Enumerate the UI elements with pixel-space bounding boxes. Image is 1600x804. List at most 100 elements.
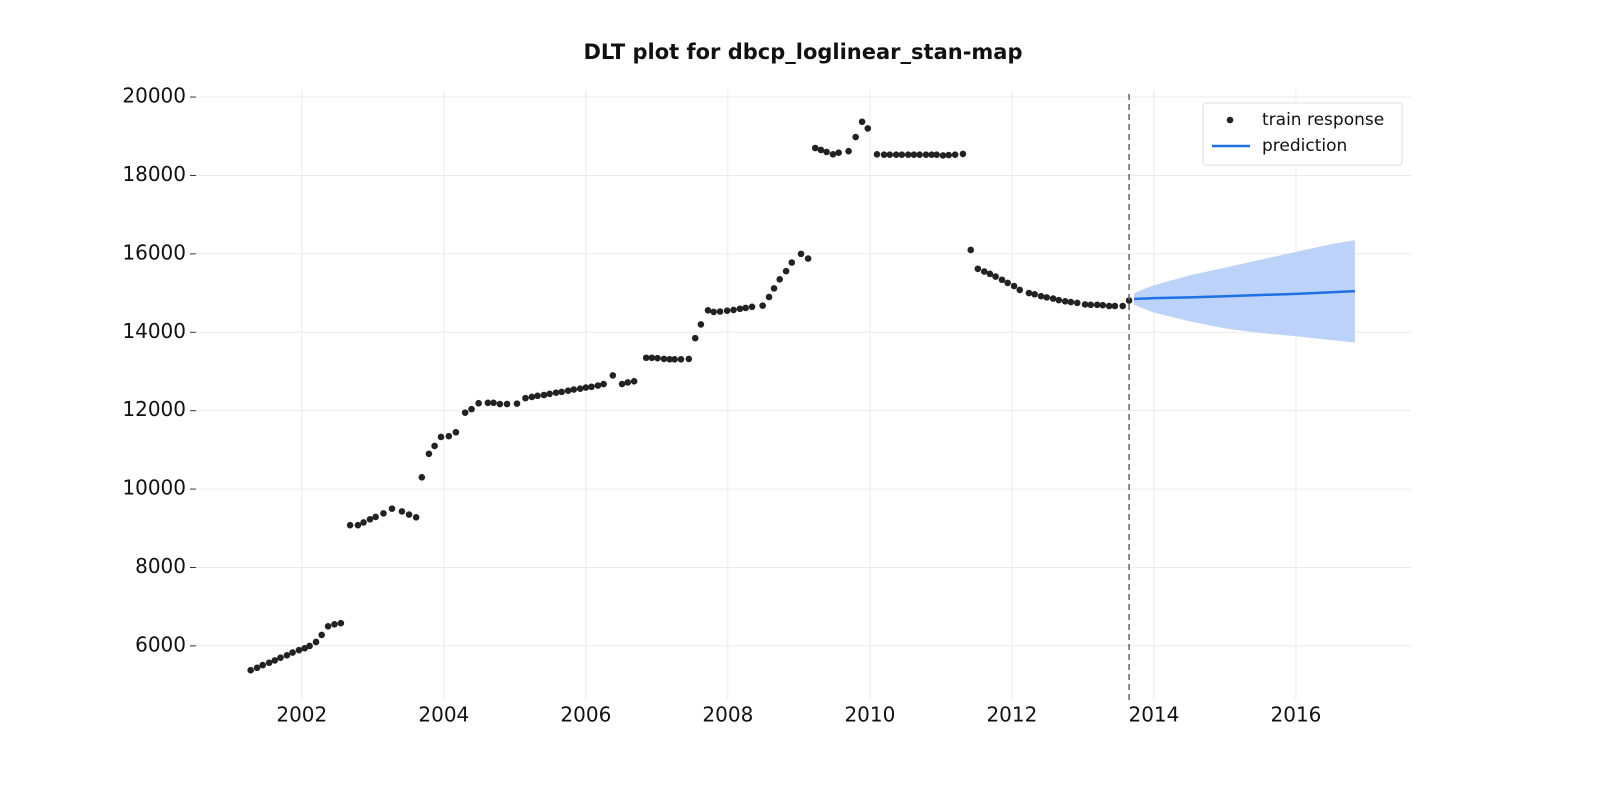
train-point: [811, 144, 819, 152]
train-point: [770, 285, 778, 292]
legend-label: prediction: [1262, 136, 1347, 156]
y-tick-label: 14000: [122, 319, 186, 343]
train-point: [277, 654, 284, 661]
train-point: [986, 270, 994, 278]
train-point: [1016, 286, 1024, 294]
train-point: [425, 450, 433, 458]
train-point: [910, 151, 918, 158]
train-point: [558, 388, 566, 396]
train-point: [845, 147, 852, 155]
train-point: [716, 308, 724, 315]
train-point: [1010, 282, 1018, 290]
train-point: [1025, 289, 1033, 297]
train-point: [1119, 302, 1126, 310]
train-point: [1037, 292, 1045, 300]
train-point: [685, 355, 693, 363]
y-tick-label: 6000: [135, 632, 186, 656]
train-point: [880, 151, 888, 158]
train-point: [576, 385, 584, 393]
y-tick-label: 16000: [122, 240, 186, 264]
train-point: [1031, 290, 1038, 298]
train-point: [873, 150, 881, 158]
train-point: [823, 148, 830, 156]
train-point: [1067, 298, 1075, 306]
train-point: [346, 521, 354, 529]
train-point: [337, 619, 345, 627]
train-point: [522, 394, 529, 402]
train-point: [704, 307, 712, 314]
train-point: [1043, 294, 1051, 301]
train-point: [412, 514, 420, 521]
train-point: [513, 400, 521, 407]
train-point: [253, 664, 261, 672]
train-point: [951, 151, 959, 158]
train-point: [1105, 302, 1113, 310]
train-point: [468, 405, 475, 413]
train-point: [974, 265, 982, 273]
legend-label: train response: [1262, 110, 1384, 130]
train-point: [418, 474, 426, 481]
train-point: [677, 356, 685, 363]
train-point: [475, 399, 482, 407]
x-tick-label: 2016: [1271, 703, 1322, 727]
train-point: [324, 622, 332, 630]
train-point: [600, 380, 607, 388]
train-point: [503, 400, 511, 408]
train-point: [660, 355, 668, 363]
train-point: [710, 308, 717, 316]
train-point: [546, 390, 553, 398]
train-point: [1049, 295, 1057, 302]
train-point: [331, 621, 338, 628]
train-point: [259, 661, 267, 669]
train-point: [594, 382, 602, 389]
train-point: [939, 152, 947, 159]
x-tick-label: 2004: [418, 703, 469, 727]
train-point: [496, 400, 504, 408]
train-point: [618, 380, 626, 388]
train-point: [588, 383, 595, 391]
train-point: [654, 354, 661, 362]
prediction-band: [1134, 240, 1355, 343]
y-tick-label: 20000: [122, 84, 186, 108]
train-point: [916, 151, 923, 158]
train-point: [782, 267, 790, 275]
train-point: [437, 433, 445, 441]
train-point: [886, 151, 894, 158]
train-point: [405, 511, 413, 518]
x-tick-label: 2006: [560, 703, 611, 727]
train-point: [380, 510, 387, 517]
y-tick-label: 8000: [135, 554, 186, 578]
train-point: [666, 356, 673, 363]
train-point: [765, 293, 773, 301]
train-point: [759, 302, 766, 309]
train-point: [852, 133, 859, 141]
train-point: [967, 246, 975, 254]
prediction-line: [1134, 289, 1355, 301]
train-point: [528, 393, 536, 401]
train-point: [648, 354, 656, 362]
train-point: [892, 151, 900, 158]
train-point: [388, 505, 396, 512]
train-point: [306, 642, 313, 650]
train-point: [998, 276, 1006, 284]
train-point: [609, 372, 617, 379]
train-point: [484, 399, 492, 407]
x-tick-label: 2014: [1128, 703, 1179, 727]
train-point: [959, 150, 967, 158]
train-point: [354, 521, 362, 529]
train-point: [945, 151, 953, 159]
train-point: [797, 250, 805, 258]
train-point: [624, 379, 632, 386]
train-point: [671, 356, 678, 363]
train-point: [904, 151, 912, 158]
train-point: [748, 303, 756, 311]
legend-box: [1202, 102, 1403, 166]
train-point: [398, 508, 406, 515]
train-point: [1073, 299, 1081, 307]
train-point: [366, 515, 374, 523]
train-point: [372, 513, 379, 521]
train-point: [829, 150, 837, 158]
train-point: [312, 638, 320, 646]
train-point: [461, 409, 469, 416]
train-point: [1111, 302, 1119, 310]
